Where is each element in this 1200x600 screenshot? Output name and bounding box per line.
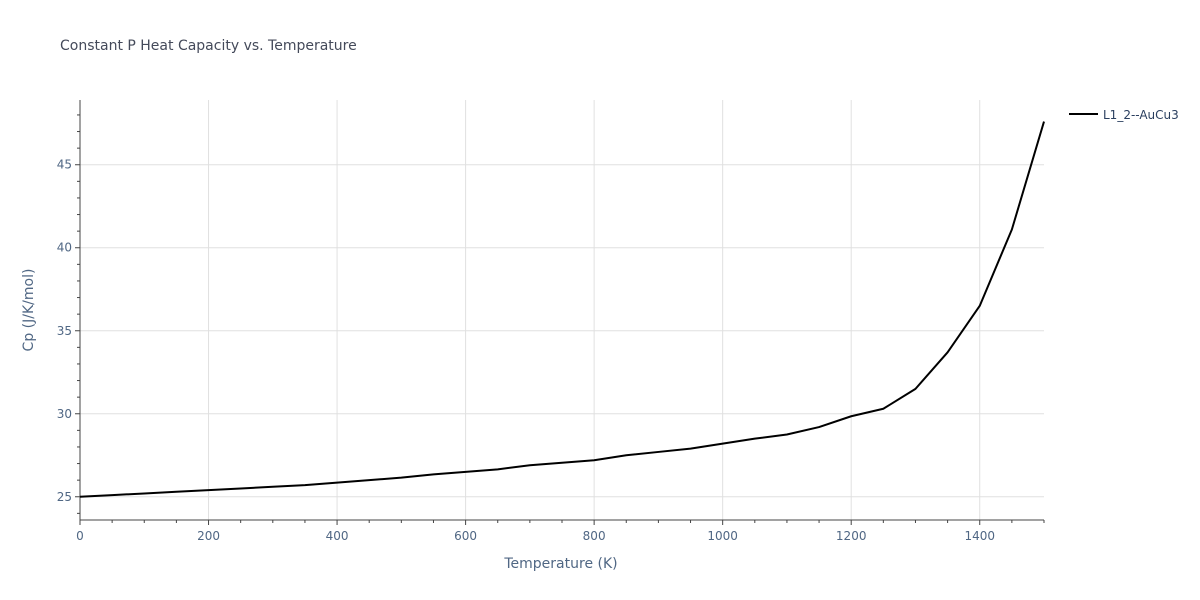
x-tick-label: 1400	[964, 529, 995, 543]
y-axis-title: Cp (J/K/mol)	[21, 269, 37, 352]
x-tick-label: 800	[583, 529, 606, 543]
y-tick-label: 30	[57, 407, 72, 421]
gridlines	[80, 100, 1044, 520]
axes	[79, 100, 1044, 521]
x-tick-label: 1200	[836, 529, 867, 543]
y-tick-label: 40	[57, 241, 72, 255]
y-tick-label: 35	[57, 324, 72, 338]
legend-label-l1-2-aucu3[interactable]: L1_2--AuCu3	[1103, 108, 1179, 122]
y-tick-label: 25	[57, 490, 72, 504]
series-line-0	[79, 121, 1045, 498]
legend[interactable]: L1_2--AuCu3	[1069, 108, 1179, 122]
ticks: 0 200 400 600 800 1000 1200 1400 25 30 35 40 45	[57, 114, 1045, 543]
y-tick-label: 45	[57, 158, 72, 172]
x-tick-label: 1000	[707, 529, 738, 543]
x-axis-title: Temperature (K)	[503, 556, 617, 572]
series	[79, 121, 1045, 498]
x-tick-label: 200	[197, 529, 220, 543]
x-tick-label: 600	[454, 529, 477, 543]
chart-title: Constant P Heat Capacity vs. Temperature	[60, 38, 357, 54]
x-tick-label: 400	[326, 529, 349, 543]
x-tick-label: 0	[76, 529, 84, 543]
